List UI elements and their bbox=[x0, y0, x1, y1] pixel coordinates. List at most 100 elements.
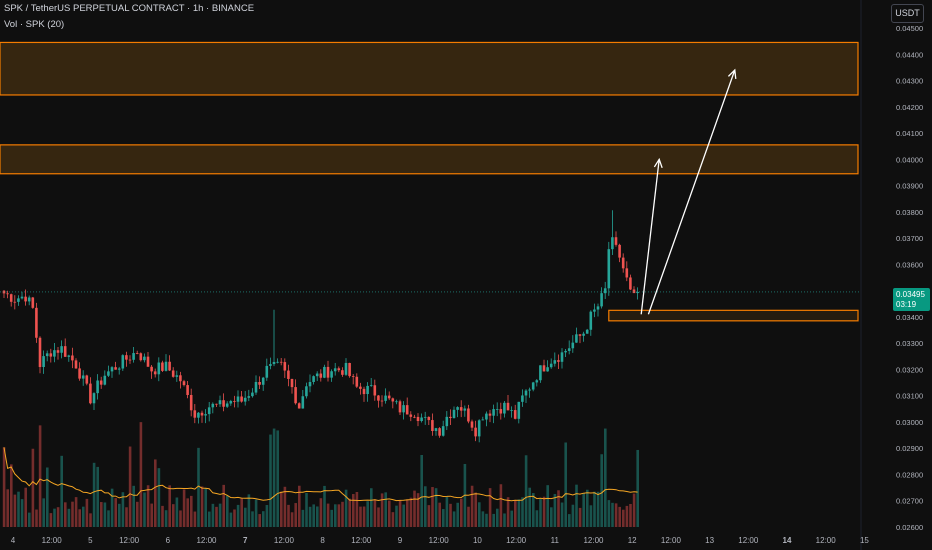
candle-body bbox=[229, 400, 233, 404]
candle-body bbox=[254, 381, 258, 393]
candle-body bbox=[283, 362, 287, 371]
volume-bar bbox=[377, 507, 380, 527]
volume-bar bbox=[164, 510, 168, 527]
x-tick-label: 15 bbox=[860, 536, 869, 545]
candle-body bbox=[441, 426, 445, 436]
candle-body bbox=[150, 366, 153, 372]
support-zone[interactable] bbox=[608, 309, 859, 322]
target-zone-lower[interactable] bbox=[0, 144, 859, 175]
arrow-to-upper-target[interactable] bbox=[647, 68, 737, 315]
candle-body bbox=[186, 385, 189, 395]
candle-body bbox=[53, 350, 56, 357]
volume-bar bbox=[636, 449, 639, 527]
candle-body bbox=[308, 381, 312, 387]
volume-bar bbox=[539, 499, 542, 527]
volume-bar bbox=[71, 501, 74, 527]
volume-bar bbox=[496, 508, 499, 527]
candle-body bbox=[240, 396, 243, 402]
volume-bar bbox=[449, 503, 452, 527]
x-tick-label: 5 bbox=[88, 536, 93, 545]
volume-bar bbox=[218, 503, 222, 527]
target-zone-upper[interactable] bbox=[0, 41, 859, 96]
volume-bar bbox=[607, 500, 611, 527]
x-tick-label: 13 bbox=[705, 536, 714, 545]
y-tick-label: 0.03100 bbox=[896, 392, 923, 401]
volume-bar bbox=[24, 487, 27, 527]
volume-bar bbox=[492, 513, 495, 527]
volume-bar bbox=[114, 498, 117, 527]
candle-body bbox=[182, 381, 186, 386]
candle-body bbox=[636, 291, 639, 294]
volume-bar bbox=[420, 454, 423, 527]
candle-body bbox=[423, 416, 427, 418]
volume-bar bbox=[546, 485, 549, 527]
candle-body bbox=[596, 306, 600, 310]
volume-bar bbox=[604, 428, 607, 527]
volume-bar bbox=[373, 499, 377, 527]
candle-body bbox=[438, 428, 441, 436]
volume-bar bbox=[499, 484, 503, 527]
candle-body bbox=[6, 293, 9, 295]
candle-body bbox=[258, 381, 261, 385]
volume-bar bbox=[110, 488, 114, 527]
x-tick-label: 12:00 bbox=[738, 536, 759, 545]
volume-indicator-label: Vol · SPK (20) bbox=[4, 19, 65, 30]
volume-bar bbox=[319, 498, 323, 527]
volume-bar bbox=[341, 501, 344, 527]
candle-body bbox=[323, 366, 326, 378]
volume-bar bbox=[269, 434, 272, 527]
candle-body bbox=[45, 353, 49, 357]
volume-bar bbox=[413, 490, 416, 527]
arrow-to-lower-target[interactable] bbox=[640, 157, 663, 315]
candle-body bbox=[146, 356, 150, 367]
volume-bar bbox=[272, 428, 276, 527]
volume-bar bbox=[355, 491, 359, 527]
candle-body bbox=[56, 350, 60, 353]
candle-body bbox=[402, 405, 405, 413]
y-tick-label: 0.03900 bbox=[896, 182, 923, 191]
candle-body bbox=[413, 416, 416, 418]
candle-body bbox=[510, 410, 513, 411]
candle-body bbox=[225, 403, 229, 407]
volume-bar bbox=[445, 496, 449, 527]
volume-bar bbox=[532, 493, 535, 527]
candle-body bbox=[549, 363, 553, 368]
candle-body bbox=[531, 382, 535, 390]
volume-bar bbox=[485, 513, 488, 527]
x-tick-label: 12:00 bbox=[583, 536, 604, 545]
volume-bar bbox=[503, 513, 506, 527]
candle-body bbox=[42, 356, 45, 367]
candle-body bbox=[233, 400, 236, 402]
volume-bar bbox=[517, 499, 521, 527]
volume-bar bbox=[229, 512, 233, 527]
candle-body bbox=[373, 385, 377, 396]
volume-bar bbox=[301, 509, 305, 527]
volume-bar bbox=[560, 502, 564, 527]
currency-button[interactable]: USDT bbox=[891, 4, 924, 23]
candle-body bbox=[445, 416, 449, 427]
volume-bar bbox=[31, 448, 35, 527]
volume-bar bbox=[2, 447, 6, 527]
volume-bar bbox=[524, 455, 528, 527]
volume-bar bbox=[542, 496, 546, 527]
volume-bar bbox=[510, 510, 513, 527]
x-tick-label: 12:00 bbox=[274, 536, 295, 545]
candle-body bbox=[74, 360, 78, 369]
candle-body bbox=[344, 362, 348, 375]
candle-body bbox=[625, 268, 629, 278]
volume-bar bbox=[312, 504, 315, 527]
volume-bar bbox=[60, 455, 63, 527]
chart-title: SPK / TetherUS PERPETUAL CONTRACT · 1h ·… bbox=[4, 3, 255, 14]
candle-body bbox=[614, 237, 618, 245]
volume-bar bbox=[10, 464, 13, 527]
volume-bar bbox=[632, 493, 636, 527]
candle-body bbox=[269, 364, 272, 366]
candle-body bbox=[251, 392, 254, 397]
volume-bar bbox=[67, 508, 71, 527]
volume-bar bbox=[211, 503, 215, 527]
candle-body bbox=[409, 414, 413, 417]
y-tick-label: 0.02600 bbox=[896, 523, 923, 532]
candle-body bbox=[341, 370, 344, 375]
volume-bar bbox=[186, 498, 189, 527]
